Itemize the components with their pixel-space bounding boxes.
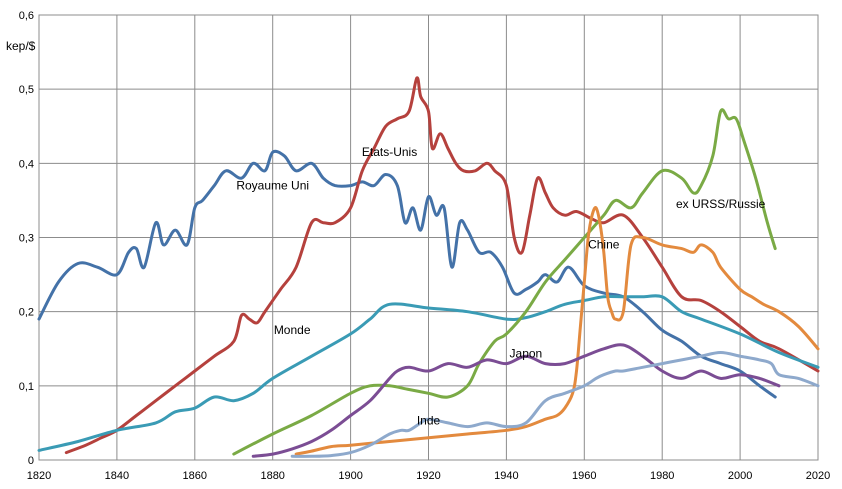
x-tick-label: 1820 bbox=[27, 470, 51, 482]
x-tick-label: 1980 bbox=[650, 470, 674, 482]
series-labels: Royaume Uni Etats-Unis Monde ex URSS/Russie… bbox=[236, 145, 765, 427]
y-tick-label: 0 bbox=[28, 455, 34, 467]
series-label: Etats-Unis bbox=[362, 145, 417, 159]
x-tick-label: 2020 bbox=[806, 470, 830, 482]
series-label: ex URSS/Russie bbox=[676, 197, 766, 211]
series-label: Chine bbox=[588, 238, 620, 252]
grid bbox=[38, 14, 819, 461]
series-label: Inde bbox=[417, 413, 441, 427]
y-tick-labels: 0 0,1 0,2 0,3 0,4 0,5 0,6 bbox=[19, 10, 34, 467]
x-tick-label: 1900 bbox=[338, 470, 362, 482]
y-tick-label: 0,1 bbox=[19, 381, 34, 393]
x-tick-label: 1960 bbox=[572, 470, 596, 482]
x-tick-label: 1940 bbox=[494, 470, 518, 482]
x-tick-label: 1920 bbox=[416, 470, 440, 482]
series-label: Royaume Uni bbox=[236, 178, 309, 192]
series-label: Japon bbox=[510, 347, 543, 361]
series-line-japon bbox=[251, 343, 781, 458]
series-line-inde bbox=[290, 351, 820, 458]
series-line-ex-urss-russie bbox=[232, 108, 777, 456]
series-line-etats-unis bbox=[64, 76, 820, 455]
series-line-chine bbox=[294, 206, 820, 456]
series-line-monde bbox=[37, 294, 820, 452]
series-line-royaume-uni bbox=[37, 149, 777, 399]
y-tick-label: 0,6 bbox=[19, 10, 34, 22]
y-axis-label: kep/$ bbox=[6, 39, 36, 53]
plot-frame bbox=[38, 14, 819, 461]
x-tick-label: 1860 bbox=[183, 470, 207, 482]
y-tick-label: 0,4 bbox=[19, 158, 34, 170]
series-label: Monde bbox=[274, 323, 311, 337]
x-tick-label: 1880 bbox=[260, 470, 284, 482]
x-tick-labels: 1820 1840 1860 1880 1900 1920 1940 1960 1980 2000… bbox=[27, 470, 830, 482]
y-tick-label: 0,5 bbox=[19, 84, 34, 96]
y-tick-label: 0,2 bbox=[19, 307, 34, 319]
series-lines bbox=[37, 76, 820, 458]
x-tick-label: 2000 bbox=[728, 470, 752, 482]
y-tick-label: 0,3 bbox=[19, 233, 34, 245]
x-tick-label: 1840 bbox=[105, 470, 129, 482]
